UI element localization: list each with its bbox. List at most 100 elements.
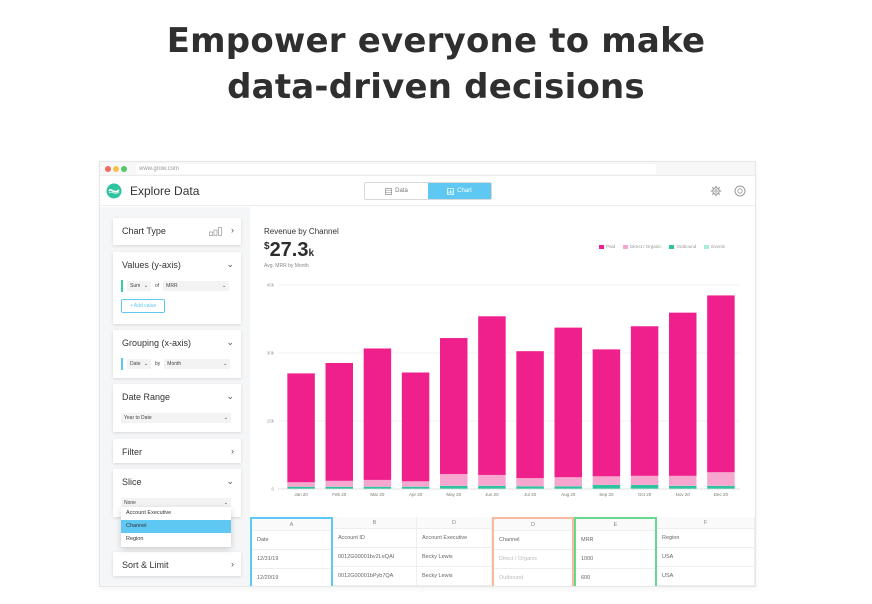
- chevron-down-icon[interactable]: ⌄: [226, 337, 234, 347]
- group-field-select[interactable]: Date ⌄: [127, 358, 151, 369]
- column-header[interactable]: Account ID: [333, 529, 416, 548]
- column-letter[interactable]: D: [417, 517, 491, 529]
- close-dot[interactable]: [105, 166, 111, 172]
- column-header[interactable]: Region: [657, 529, 754, 548]
- bar-segment: [592, 476, 621, 485]
- table-cell[interactable]: 1000: [576, 550, 655, 569]
- bar-segment: [363, 348, 392, 480]
- table-column[interactable]: D Channel Direct / Organic Outbound: [492, 517, 574, 586]
- chart-panel: Revenue by Channel $27.3k Avg. MRR by Mo…: [250, 207, 755, 497]
- bar-segment: [669, 312, 697, 476]
- values-title: Values (y-axis): [122, 260, 181, 270]
- table-cell[interactable]: Outbound: [494, 569, 572, 586]
- column-header[interactable]: MRR: [576, 531, 655, 550]
- y-tick-label: 30k: [267, 351, 275, 356]
- table-cell[interactable]: Becky Lewis: [417, 548, 491, 567]
- bar-segment: [630, 484, 659, 489]
- column-letter[interactable]: B: [333, 517, 416, 529]
- slice-dropdown-menu: Account Executive Channel Region: [121, 507, 231, 547]
- tab-chart[interactable]: Chart: [428, 183, 491, 199]
- bar-segment: [325, 362, 353, 481]
- chart-type-card[interactable]: Chart Type ›: [113, 218, 241, 245]
- table-column[interactable]: A Date 12/31/19 12/20/19: [250, 517, 333, 586]
- bar-segment: [554, 486, 582, 489]
- slice-select[interactable]: None ⌄: [121, 497, 231, 508]
- bar-segment: [554, 327, 582, 478]
- x-tick-label: Feb 20: [332, 492, 347, 497]
- y-tick-label: 15k: [267, 419, 275, 424]
- bar-segment: [630, 326, 659, 476]
- chart-title: Revenue by Channel: [264, 227, 339, 236]
- date-range-row: Year to Date ⌄: [121, 412, 231, 423]
- column-letter[interactable]: F: [657, 517, 754, 529]
- table-cell[interactable]: 600: [576, 569, 655, 586]
- bar-segment: [554, 477, 582, 487]
- chart-icon: [447, 187, 455, 195]
- app-title: Explore Data: [130, 184, 200, 198]
- headline-line-2: data-driven decisions: [227, 67, 645, 107]
- minimize-dot[interactable]: [113, 166, 119, 172]
- bar-segment: [401, 372, 430, 482]
- sort-limit-title: Sort & Limit: [122, 560, 169, 570]
- chevron-down-icon[interactable]: ⌄: [226, 391, 234, 401]
- table-column[interactable]: D Account Executive Becky Lewis Becky Lewis: [417, 517, 492, 586]
- bar-segment: [440, 338, 468, 475]
- column-header[interactable]: Account Executive: [417, 529, 491, 548]
- aggregation-select[interactable]: Sum ⌄: [127, 280, 151, 291]
- table-cell[interactable]: 0012G00001bPyb7QA: [333, 567, 416, 586]
- bar-segment: [325, 480, 353, 487]
- chevron-right-icon: ›: [231, 225, 234, 235]
- group-period-select[interactable]: Month ⌄: [164, 358, 231, 369]
- app-header: Explore Data Data Chart: [100, 176, 755, 206]
- value-field-select[interactable]: MRR ⌄: [163, 280, 230, 291]
- bar-segment: [707, 472, 735, 486]
- app-window: www.grow.com Explore Data Data Chart: [100, 162, 755, 586]
- legend-item[interactable]: Outbound: [669, 244, 696, 249]
- table-cell[interactable]: 0012G00001bv2LeQAI: [333, 548, 416, 567]
- legend-item[interactable]: Direct / Organic: [623, 244, 661, 249]
- dropdown-option[interactable]: Region: [126, 536, 144, 542]
- table-cell[interactable]: Becky Lewis: [417, 567, 491, 586]
- x-tick-label: Dec 20: [714, 492, 729, 497]
- x-tick-label: Apr 20: [409, 492, 423, 497]
- table-cell[interactable]: Direct / Organic: [494, 550, 572, 569]
- column-letter[interactable]: D: [494, 519, 572, 531]
- dropdown-option[interactable]: Account Executive: [126, 510, 172, 516]
- bar-segment: [516, 478, 544, 487]
- dropdown-option-selected[interactable]: Channel: [121, 520, 231, 533]
- chevron-down-icon[interactable]: ⌄: [226, 476, 234, 486]
- gear-icon[interactable]: [710, 185, 722, 197]
- slice-row: None ⌄: [121, 497, 231, 508]
- table-cell[interactable]: 12/20/19: [252, 569, 331, 586]
- add-value-button[interactable]: + Add value: [121, 299, 165, 313]
- bar-segment: [669, 475, 697, 486]
- headline-line-1: Empower everyone to make: [166, 21, 706, 61]
- table-cell[interactable]: USA: [657, 548, 754, 567]
- legend-item[interactable]: Events: [704, 244, 725, 249]
- table-cell[interactable]: USA: [657, 567, 754, 586]
- maximize-dot[interactable]: [121, 166, 127, 172]
- url-bar[interactable]: www.grow.com: [136, 164, 656, 174]
- grouping-card: Grouping (x-axis) ⌄ Date ⌄ by Month ⌄: [113, 330, 241, 378]
- grow-logo-icon: [106, 183, 122, 199]
- column-header[interactable]: Date: [252, 531, 331, 550]
- values-accent: [121, 279, 123, 292]
- table-column[interactable]: F Region USA USA: [657, 517, 755, 586]
- date-range-select[interactable]: Year to Date ⌄: [121, 412, 231, 423]
- column-header[interactable]: Channel: [494, 531, 572, 550]
- filter-card[interactable]: Filter ›: [113, 439, 241, 463]
- help-icon[interactable]: [734, 185, 746, 197]
- table-column[interactable]: B Account ID 0012G00001bv2LeQAI 0012G00001b…: [333, 517, 417, 586]
- x-tick-label: Oct 20: [638, 492, 652, 497]
- x-tick-label: May 20: [446, 492, 461, 497]
- table-column[interactable]: E MRR 1000 600: [574, 517, 657, 586]
- tab-data[interactable]: Data: [365, 183, 428, 199]
- column-letter[interactable]: A: [252, 519, 331, 531]
- chevron-down-icon[interactable]: ⌄: [226, 259, 234, 269]
- legend-item[interactable]: Paid: [599, 244, 615, 249]
- date-range-card: Date Range ⌄ Year to Date ⌄: [113, 384, 241, 432]
- bar-segment: [363, 486, 392, 489]
- sort-limit-card[interactable]: Sort & Limit ›: [113, 552, 241, 576]
- column-letter[interactable]: E: [576, 519, 655, 531]
- table-cell[interactable]: 12/31/19: [252, 550, 331, 569]
